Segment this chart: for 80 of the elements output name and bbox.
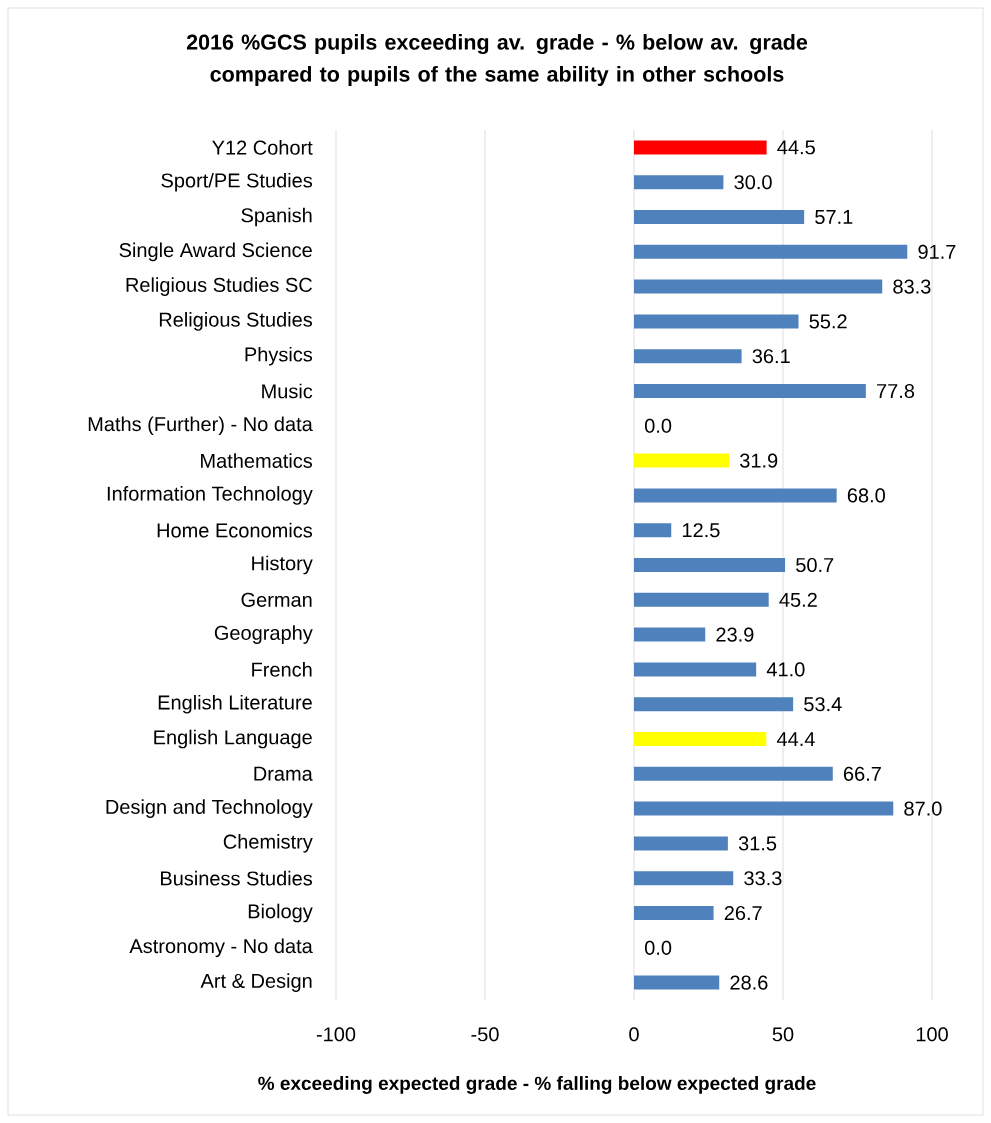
bar	[634, 871, 734, 886]
data-label: 26.7	[724, 905, 762, 921]
y-tick-label: Drama	[254, 766, 313, 781]
bar	[634, 210, 805, 224]
y-tick-label: Chemistry	[223, 834, 313, 853]
y-tick-label: Religious Studies SC	[126, 277, 312, 296]
data-label: 0.0	[644, 940, 672, 955]
data-label: 83.3	[893, 279, 931, 294]
x-tick-label: -50	[471, 1027, 499, 1042]
y-tick-label: Music	[262, 383, 313, 399]
y-tick-label: Home Economics	[157, 522, 313, 538]
y-tick-label: Sport/PE Studies	[161, 172, 313, 192]
bar	[634, 349, 742, 364]
y-tick-label: History	[252, 555, 313, 575]
y-tick-label: English Language	[154, 729, 312, 749]
data-label: 77.8	[877, 383, 915, 399]
y-tick-label: Mathematics	[201, 453, 313, 468]
x-tick-label: -100	[316, 1027, 356, 1042]
y-tick-label: Geography	[214, 625, 313, 644]
chart-title: 2016 %GCS pupils exceeding av. grade - % below av. grade compared to pupils of the same ability in other schools	[186, 33, 808, 87]
bar	[634, 140, 767, 155]
data-label: 23.9	[716, 627, 754, 642]
data-label: 45.2	[779, 592, 817, 607]
data-label: 55.2	[809, 314, 847, 329]
x-axis-title: % exceeding expected grade - % falling below expected grade	[258, 1076, 816, 1094]
data-label: 30.0	[734, 175, 772, 190]
bar	[634, 801, 894, 816]
bar	[634, 384, 866, 398]
bar	[634, 836, 728, 851]
y-tick-label: English Literature	[158, 694, 312, 714]
data-label: 31.9	[740, 453, 778, 468]
bar	[634, 558, 786, 572]
y-tick-label: Religious Studies	[159, 312, 313, 331]
y-tick-label: Astronomy - No data	[129, 938, 313, 958]
data-label: 12.5	[682, 523, 720, 538]
bar	[634, 523, 672, 538]
y-tick-label: Y12 Cohort	[212, 140, 313, 155]
bar	[634, 244, 908, 259]
data-label: 44.5	[777, 140, 815, 155]
data-label: 66.7	[843, 766, 881, 781]
y-tick-label: French	[252, 662, 312, 677]
bar	[634, 453, 730, 468]
y-tick-label: Spanish	[241, 207, 312, 227]
bar	[634, 766, 833, 781]
y-tick-label: Biology	[248, 903, 313, 923]
y-tick-label: Maths (Further) - No data	[88, 416, 313, 436]
x-tick-label: 0	[629, 1027, 639, 1042]
y-tick-label: Physics	[245, 346, 313, 366]
bar	[634, 279, 883, 294]
y-tick-label: German	[241, 592, 312, 607]
y-tick-label: Single Award Science	[119, 242, 312, 262]
bar	[634, 592, 769, 607]
data-label: 31.5	[738, 836, 777, 851]
y-tick-label: Design and Technology	[106, 799, 313, 818]
bar	[634, 662, 757, 677]
bar	[634, 697, 794, 712]
data-label: 44.4	[776, 732, 815, 746]
data-label: 91.7	[918, 244, 956, 259]
data-label: 53.4	[804, 697, 842, 712]
data-label: 28.6	[730, 975, 768, 990]
y-tick-label: Art & Design	[200, 973, 312, 992]
y-tick-label: Information Technology	[107, 486, 313, 505]
data-label: 50.7	[796, 557, 834, 573]
data-label: 87.0	[904, 801, 942, 816]
bar	[634, 906, 714, 920]
data-label: 41.0	[766, 662, 805, 677]
data-label: 68.0	[847, 488, 885, 503]
data-label: 36.1	[752, 349, 790, 364]
bar	[634, 975, 720, 990]
bar	[634, 732, 767, 746]
data-label: 57.1	[815, 210, 853, 224]
data-label: 0.0	[644, 418, 672, 433]
bar	[634, 314, 799, 329]
x-tick-label: 100	[916, 1027, 948, 1042]
bar	[634, 488, 837, 503]
bar	[634, 627, 706, 642]
x-tick-label: 50	[772, 1027, 794, 1042]
y-tick-label: Business Studies	[161, 870, 313, 886]
bar	[634, 175, 724, 190]
data-label: 33.3	[744, 871, 782, 886]
